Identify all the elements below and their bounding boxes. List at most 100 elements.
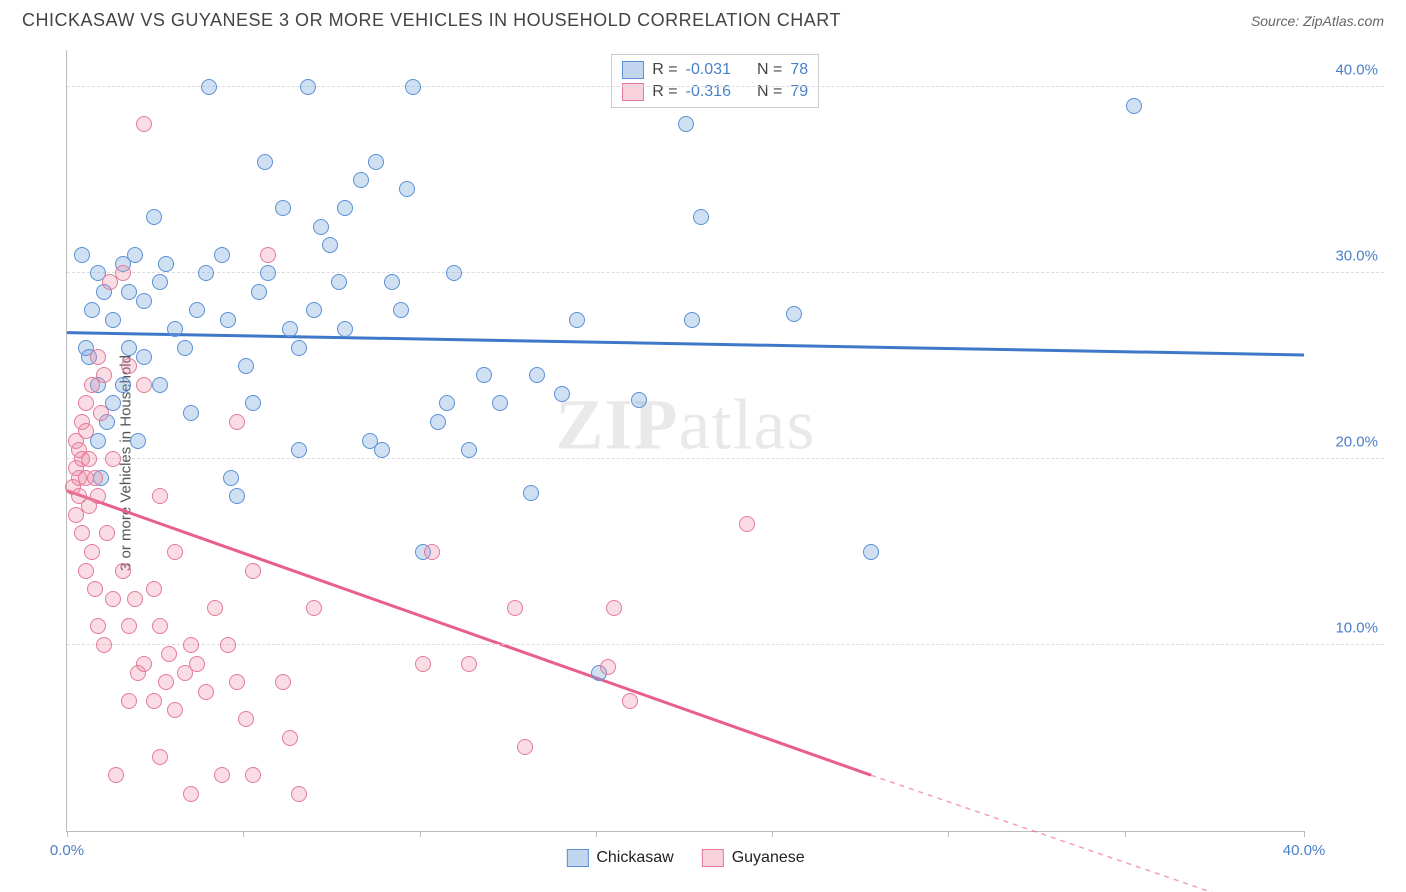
data-point [87, 470, 103, 486]
bottom-legend: Chickasaw Guyanese [566, 849, 804, 867]
data-point [189, 302, 205, 318]
data-point [96, 367, 112, 383]
data-point [223, 470, 239, 486]
data-point [275, 674, 291, 690]
data-point [622, 693, 638, 709]
legend-item-guyanese: Guyanese [702, 849, 805, 867]
data-point [631, 392, 647, 408]
data-point [105, 451, 121, 467]
data-point [167, 321, 183, 337]
data-point [282, 321, 298, 337]
data-point [105, 591, 121, 607]
data-point [78, 395, 94, 411]
data-point [476, 367, 492, 383]
data-point [183, 637, 199, 653]
data-point [115, 563, 131, 579]
data-point [78, 563, 94, 579]
data-point [177, 340, 193, 356]
swatch-chickasaw-icon [566, 849, 588, 867]
data-point [74, 247, 90, 263]
data-point [136, 377, 152, 393]
ytick-label: 20.0% [1335, 434, 1378, 451]
data-point [93, 405, 109, 421]
data-point [121, 358, 137, 374]
legend-item-chickasaw: Chickasaw [566, 849, 673, 867]
ytick-label: 30.0% [1335, 248, 1378, 265]
data-point [136, 293, 152, 309]
data-point [90, 618, 106, 634]
data-point [183, 786, 199, 802]
data-point [158, 674, 174, 690]
source-label: Source: ZipAtlas.com [1251, 13, 1384, 29]
ytick-label: 10.0% [1335, 620, 1378, 637]
data-point [214, 767, 230, 783]
data-point [220, 312, 236, 328]
data-point [146, 693, 162, 709]
data-point [146, 209, 162, 225]
data-point [158, 256, 174, 272]
data-point [105, 312, 121, 328]
data-point [115, 265, 131, 281]
data-point [74, 525, 90, 541]
data-point [84, 302, 100, 318]
data-point [439, 395, 455, 411]
data-point [415, 656, 431, 672]
data-point [399, 181, 415, 197]
data-point [313, 219, 329, 235]
data-point [136, 349, 152, 365]
data-point [461, 656, 477, 672]
data-point [384, 274, 400, 290]
data-point [306, 302, 322, 318]
data-point [492, 395, 508, 411]
data-point [96, 637, 112, 653]
data-point [167, 702, 183, 718]
chart-title: CHICKASAW VS GUYANESE 3 OR MORE VEHICLES… [22, 10, 841, 31]
data-point [167, 544, 183, 560]
data-point [306, 600, 322, 616]
xtick-label: 40.0% [1283, 842, 1326, 859]
data-point [152, 488, 168, 504]
data-point [152, 618, 168, 634]
data-point [291, 786, 307, 802]
data-point [214, 247, 230, 263]
data-point [245, 395, 261, 411]
xtick-label: 0.0% [50, 842, 84, 859]
data-point [739, 516, 755, 532]
data-point [229, 674, 245, 690]
data-point [430, 414, 446, 430]
data-point [337, 321, 353, 337]
data-point [220, 637, 236, 653]
data-point [863, 544, 879, 560]
data-point [81, 451, 97, 467]
data-point [121, 618, 137, 634]
data-point [393, 302, 409, 318]
data-point [189, 656, 205, 672]
data-point [146, 581, 162, 597]
data-point [282, 730, 298, 746]
data-point [78, 423, 94, 439]
ytick-label: 40.0% [1335, 62, 1378, 79]
data-point [229, 488, 245, 504]
data-point [152, 274, 168, 290]
data-point [115, 377, 131, 393]
data-point [136, 116, 152, 132]
data-point [507, 600, 523, 616]
data-point [374, 442, 390, 458]
data-point [517, 739, 533, 755]
data-point [684, 312, 700, 328]
data-point [300, 79, 316, 95]
data-point [251, 284, 267, 300]
data-point [523, 485, 539, 501]
data-point [245, 767, 261, 783]
data-point [322, 237, 338, 253]
data-point [257, 154, 273, 170]
data-point [331, 274, 347, 290]
data-point [130, 433, 146, 449]
data-point [368, 154, 384, 170]
data-point [238, 711, 254, 727]
data-point [260, 265, 276, 281]
data-point [136, 656, 152, 672]
data-point [198, 684, 214, 700]
data-point [461, 442, 477, 458]
data-point [424, 544, 440, 560]
